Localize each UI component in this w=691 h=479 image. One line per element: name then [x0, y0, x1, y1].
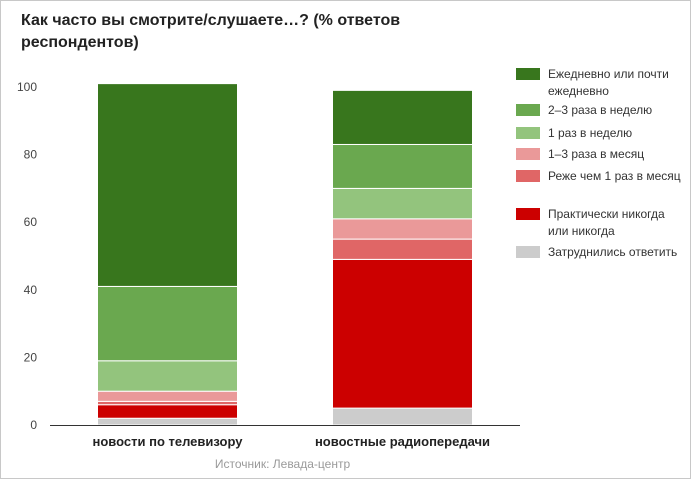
y-tick-label: 0	[30, 418, 37, 432]
legend-label: 1–3 раза в месяц	[548, 147, 645, 161]
bar-segment	[332, 407, 473, 426]
y-tick-label: 40	[24, 283, 38, 297]
legend-swatch	[516, 127, 540, 139]
bar-segment	[97, 285, 238, 362]
x-category-label: новости по телевизору	[93, 434, 244, 449]
legend-swatch	[516, 68, 540, 80]
y-tick-label: 80	[24, 148, 38, 162]
legend-swatch	[516, 208, 540, 220]
y-tick-label: 100	[17, 80, 37, 94]
legend-label: Практически никогда или никогда	[548, 207, 665, 238]
bar-segment	[97, 360, 238, 392]
bar-segment	[332, 187, 473, 220]
bar-segment	[97, 417, 238, 426]
legend-swatch	[516, 104, 540, 116]
legend-label: 2–3 раза в неделю	[548, 103, 653, 117]
chart-title: Как часто вы смотрите/слушаете…? (% отве…	[21, 12, 401, 51]
bar-segment	[97, 390, 238, 402]
bar-segment	[97, 404, 238, 419]
legend-label: Затруднились ответить	[548, 245, 678, 259]
x-category-label: новостные радиопередачи	[315, 434, 490, 449]
bar-segment	[332, 89, 473, 145]
legend-label: Ежедневно или почти ежедневно	[548, 67, 669, 98]
bar-segment	[332, 143, 473, 189]
legend-swatch	[516, 170, 540, 182]
legend-label: 1 раз в неделю	[548, 126, 633, 140]
bar-segment	[332, 218, 473, 240]
legend-swatch	[516, 246, 540, 258]
source-note: Источник: Левада-центр	[214, 457, 351, 471]
legend-label: Реже чем 1 раз в месяц	[548, 169, 681, 183]
y-tick-label: 60	[24, 215, 38, 229]
bar-segment	[332, 238, 473, 260]
bar-segment	[332, 258, 473, 409]
bar-segment	[97, 83, 238, 287]
y-tick-label: 20	[24, 350, 38, 364]
legend-swatch	[516, 148, 540, 160]
bar-segment	[97, 400, 238, 406]
